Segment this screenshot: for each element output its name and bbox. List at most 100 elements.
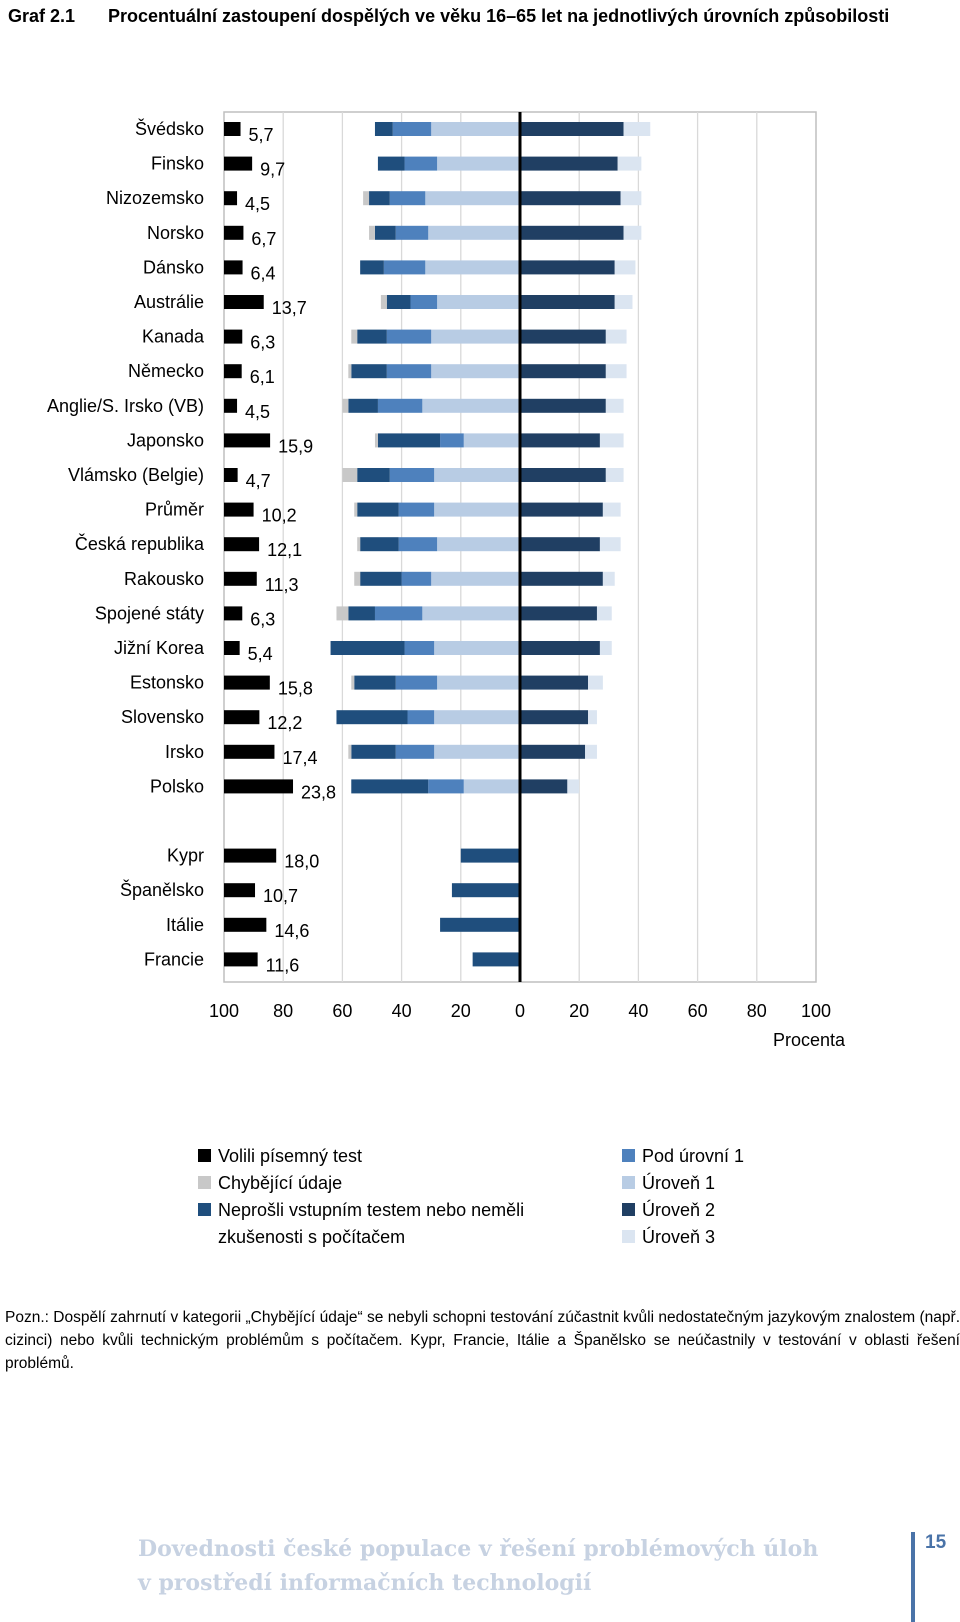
- legend-item: Neprošli vstupním testem nebo neměli zku…: [198, 1197, 568, 1251]
- country-label-11: Průměr: [145, 500, 204, 520]
- below1-bar-13: [401, 571, 432, 586]
- written-test-label-nt-0: 18,0: [284, 852, 319, 872]
- level3-bar-5: [614, 295, 633, 309]
- written-test-bar-nt-1: [224, 883, 256, 898]
- country-label-2: Nizozemsko: [106, 188, 204, 208]
- country-label-4: Dánsko: [143, 257, 204, 277]
- legend-swatch: [622, 1149, 635, 1162]
- level2-bar-17: [520, 710, 589, 725]
- written-test-label-9: 15,9: [278, 436, 313, 456]
- level2-bar-2: [520, 191, 621, 206]
- level1-bar-0: [431, 122, 520, 136]
- x-tick-label: 80: [747, 1001, 767, 1021]
- level2-bar-8: [520, 398, 606, 413]
- level1-bar-17: [434, 710, 520, 725]
- failed-bar-4: [360, 260, 384, 275]
- level2-bar-10: [520, 468, 606, 482]
- written-test-bar-16: [224, 675, 270, 690]
- level3-bar-6: [605, 329, 627, 344]
- written-test-label-8: 4,5: [245, 402, 270, 422]
- level3-bar-15: [599, 641, 612, 655]
- below1-bar-14: [374, 606, 423, 621]
- written-test-bar-13: [224, 571, 257, 586]
- legend-right: Pod úrovní 1 Úroveň 1 Úroveň 2 Úroveň 3: [622, 1143, 822, 1251]
- written-test-bar-6: [224, 329, 243, 344]
- missing-bar-13: [354, 571, 361, 586]
- below1-bar-7: [386, 364, 432, 379]
- failed-bar-19: [351, 779, 429, 794]
- below1-bar-3: [395, 225, 429, 240]
- written-test-bar-1: [224, 156, 253, 171]
- written-test-bar-12: [224, 537, 260, 552]
- legend-swatch: [198, 1176, 211, 1189]
- level2-bar-13: [520, 571, 603, 586]
- missing-bar-9: [374, 433, 378, 448]
- country-label-18: Irsko: [165, 742, 204, 762]
- level3-bar-17: [588, 710, 597, 725]
- country-label-10: Vlámsko (Belgie): [68, 465, 204, 485]
- below1-bar-10: [389, 468, 435, 482]
- level3-bar-8: [605, 398, 624, 413]
- level2-bar-11: [520, 502, 603, 517]
- level2-bar-1: [520, 156, 618, 171]
- level2-bar-5: [520, 295, 615, 309]
- level1-bar-19: [463, 779, 520, 794]
- failed-bar-18: [351, 744, 396, 759]
- figure-title: Procentuální zastoupení dospělých ve věk…: [108, 6, 890, 26]
- written-test-bar-15: [224, 641, 240, 655]
- country-label-1: Finsko: [151, 154, 204, 174]
- failed-bar-11: [357, 502, 399, 517]
- level3-bar-14: [596, 606, 612, 621]
- country-label-16: Estonsko: [130, 673, 204, 693]
- footer-title-line2: v prostředí informačních technologií: [138, 1570, 592, 1596]
- failed-bar-14: [348, 606, 375, 621]
- below1-bar-1: [404, 156, 438, 171]
- legend-label: Pod úrovní 1: [642, 1146, 745, 1166]
- level1-bar-2: [425, 191, 520, 206]
- level2-bar-9: [520, 433, 600, 448]
- failed-bar-10: [357, 468, 390, 482]
- written-test-bar-11: [224, 502, 254, 517]
- written-test-bar-18: [224, 744, 275, 759]
- failed-bar-3: [374, 225, 396, 240]
- level3-bar-0: [623, 122, 651, 136]
- failed-bar-17: [336, 710, 408, 725]
- written-test-bar-10: [224, 468, 238, 482]
- legend-item: Úroveň 2: [622, 1197, 822, 1224]
- legend-swatch: [622, 1176, 635, 1189]
- level2-bar-16: [520, 675, 589, 690]
- below1-bar-0: [392, 122, 432, 136]
- level3-bar-16: [588, 675, 603, 690]
- legend-item: Volili písemný test: [198, 1143, 568, 1170]
- written-test-label-12: 12,1: [267, 540, 302, 560]
- written-test-label-19: 23,8: [301, 782, 336, 802]
- failed-bar-5: [386, 295, 411, 309]
- failed-bar-nt-3: [472, 952, 520, 967]
- level1-bar-12: [437, 537, 520, 552]
- level3-bar-13: [602, 571, 615, 586]
- country-label-15: Jižní Korea: [114, 638, 205, 658]
- level2-bar-18: [520, 744, 586, 759]
- country-label-14: Spojené státy: [95, 603, 204, 623]
- written-test-label-11: 10,2: [262, 506, 297, 526]
- missing-bar-8: [342, 398, 349, 413]
- level1-bar-18: [434, 744, 520, 759]
- legend-item: Chybějící údaje: [198, 1170, 568, 1197]
- footnote-text: : Dospělí zahrnutí v kategorii „Chybějíc…: [5, 1309, 960, 1372]
- level2-bar-7: [520, 364, 606, 379]
- missing-bar-18: [348, 744, 352, 759]
- written-test-label-10: 4,7: [246, 471, 271, 491]
- level1-bar-7: [431, 364, 520, 379]
- level2-bar-6: [520, 329, 606, 344]
- written-test-bar-nt-2: [224, 917, 267, 932]
- below1-bar-12: [398, 537, 438, 552]
- failed-bar-16: [354, 675, 396, 690]
- written-test-bar-nt-3: [224, 952, 258, 967]
- level2-bar-3: [520, 225, 624, 240]
- written-test-bar-0: [224, 122, 241, 136]
- level1-bar-5: [437, 295, 520, 309]
- legend-swatch: [198, 1203, 211, 1216]
- country-label-nt-0: Kypr: [167, 846, 204, 866]
- x-tick-label: 80: [273, 1001, 293, 1021]
- written-test-label-2: 4,5: [245, 194, 270, 214]
